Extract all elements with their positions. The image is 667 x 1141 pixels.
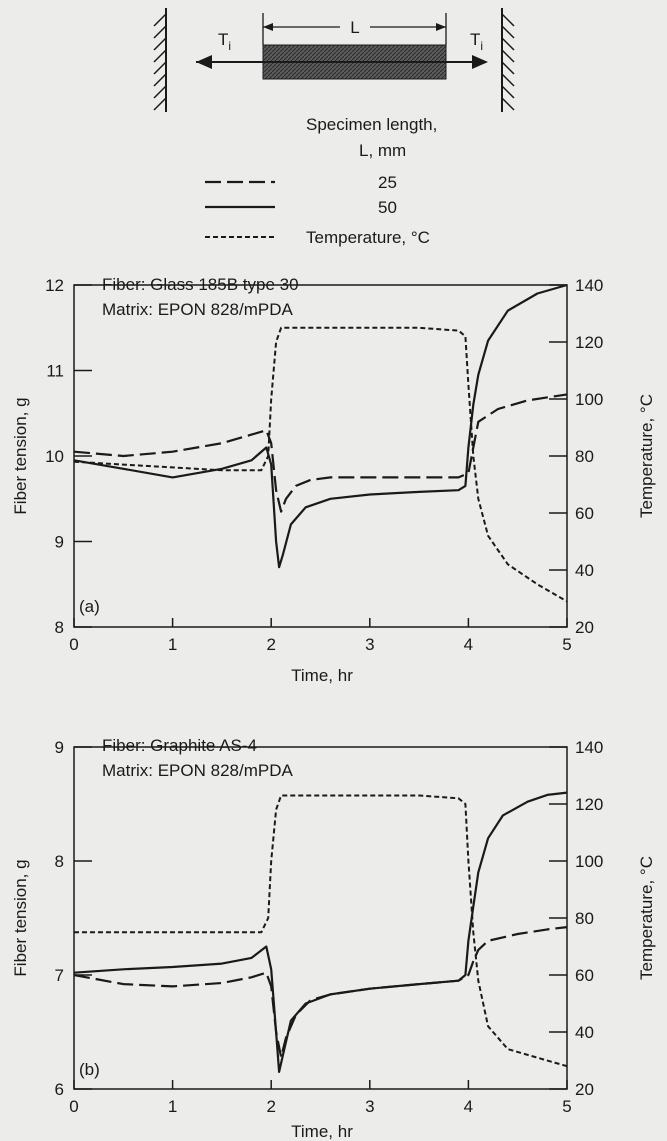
y2-tick-label: 140 bbox=[575, 276, 603, 295]
y2-tick-label: 120 bbox=[575, 795, 603, 814]
x-tick-label: 4 bbox=[464, 635, 473, 654]
x-tick-label: 2 bbox=[266, 1097, 275, 1116]
x-tick-label: 4 bbox=[464, 1097, 473, 1116]
x-tick-label: 2 bbox=[266, 635, 275, 654]
y2-tick-label: 60 bbox=[575, 966, 594, 985]
y2-tick-label: 100 bbox=[575, 852, 603, 871]
x-tick-label: 0 bbox=[69, 1097, 78, 1116]
series-line-solid bbox=[73, 791, 568, 1073]
annotation-b-line2: Matrix: EPON 828/mPDA bbox=[102, 761, 293, 780]
x-axis-title-b: Time, hr bbox=[291, 1122, 353, 1141]
y2-axis-title-a: Temperature, °C bbox=[637, 394, 656, 518]
y-axis-title-b: Fiber tension, g bbox=[11, 859, 30, 976]
x-tick-label: 5 bbox=[562, 1097, 571, 1116]
y2-tick-label: 40 bbox=[575, 561, 594, 580]
plot-frame-b bbox=[73, 746, 568, 1090]
y2-tick-label: 20 bbox=[575, 1080, 594, 1099]
y-tick-label: 7 bbox=[55, 966, 64, 985]
right-tension-label: Ti bbox=[470, 30, 483, 53]
y-tick-label: 10 bbox=[45, 447, 64, 466]
x-tick-label: 0 bbox=[69, 635, 78, 654]
annotation-a-line1: Fiber: Glass 185B type 30 bbox=[102, 275, 299, 294]
right-arrowhead bbox=[472, 55, 488, 69]
series-a bbox=[73, 283, 568, 603]
left-tension-label: Ti bbox=[218, 30, 231, 53]
y2-tick-label: 20 bbox=[575, 618, 594, 637]
y-tick-label: 9 bbox=[55, 533, 64, 552]
x-axis-title-a: Time, hr bbox=[291, 666, 353, 685]
plot-frame-a bbox=[73, 284, 568, 628]
left-arrowhead bbox=[196, 55, 212, 69]
x-tick-label: 3 bbox=[365, 1097, 374, 1116]
y2-tick-label: 80 bbox=[575, 447, 594, 466]
x-tick-label: 1 bbox=[168, 635, 177, 654]
x-tick-label: 3 bbox=[365, 635, 374, 654]
y2-tick-label: 100 bbox=[575, 390, 603, 409]
length-label: L bbox=[350, 18, 359, 37]
y-tick-label: 8 bbox=[55, 852, 64, 871]
legend-label-25: 25 bbox=[378, 173, 397, 192]
y2-axis-title-b: Temperature, °C bbox=[637, 856, 656, 980]
legend-title-line1: Specimen length, bbox=[306, 115, 437, 134]
legend-label-temperature: Temperature, °C bbox=[306, 228, 430, 247]
series-line-solid bbox=[73, 283, 568, 569]
y-axis-title-a: Fiber tension, g bbox=[11, 397, 30, 514]
panel-label-a: (a) bbox=[79, 597, 100, 616]
legend: Specimen length, L, mm 25 50 Temperature… bbox=[205, 115, 437, 247]
y2-tick-label: 80 bbox=[575, 909, 594, 928]
annotation-b-line1: Fiber: Graphite AS-4 bbox=[102, 736, 257, 755]
y2-tick-label: 40 bbox=[575, 1023, 594, 1042]
x-tick-label: 5 bbox=[562, 635, 571, 654]
series-b bbox=[73, 791, 568, 1073]
left-wall bbox=[153, 8, 167, 112]
panel-label-b: (b) bbox=[79, 1060, 100, 1079]
specimen-schematic: L Ti Ti bbox=[153, 8, 515, 112]
y2-tick-label: 120 bbox=[575, 333, 603, 352]
series-line-dotted bbox=[73, 326, 568, 603]
annotation-a-line2: Matrix: EPON 828/mPDA bbox=[102, 300, 293, 319]
y-tick-label: 12 bbox=[45, 276, 64, 295]
y-tick-label: 6 bbox=[55, 1080, 64, 1099]
legend-label-50: 50 bbox=[378, 198, 397, 217]
y-tick-label: 9 bbox=[55, 738, 64, 757]
series-line-dotted bbox=[74, 794, 568, 1068]
y2-tick-label: 140 bbox=[575, 738, 603, 757]
right-wall bbox=[501, 8, 515, 112]
ticks-b: 0 1 2 3 4 5 6 7 8 9 20 40 60 80 100 120 140 bbox=[55, 738, 604, 1116]
series-line-dashed bbox=[73, 393, 568, 513]
series-line-dashed bbox=[73, 926, 568, 1059]
chart-panel-b: 0 1 2 3 4 5 6 7 8 9 20 40 60 80 100 120 140 Fiber: Graph… bbox=[11, 736, 656, 1141]
legend-title-line2: L, mm bbox=[359, 141, 406, 160]
y-tick-label: 11 bbox=[46, 362, 64, 381]
x-tick-label: 1 bbox=[168, 1097, 177, 1116]
y-tick-label: 8 bbox=[55, 618, 64, 637]
y2-tick-label: 60 bbox=[575, 504, 594, 523]
